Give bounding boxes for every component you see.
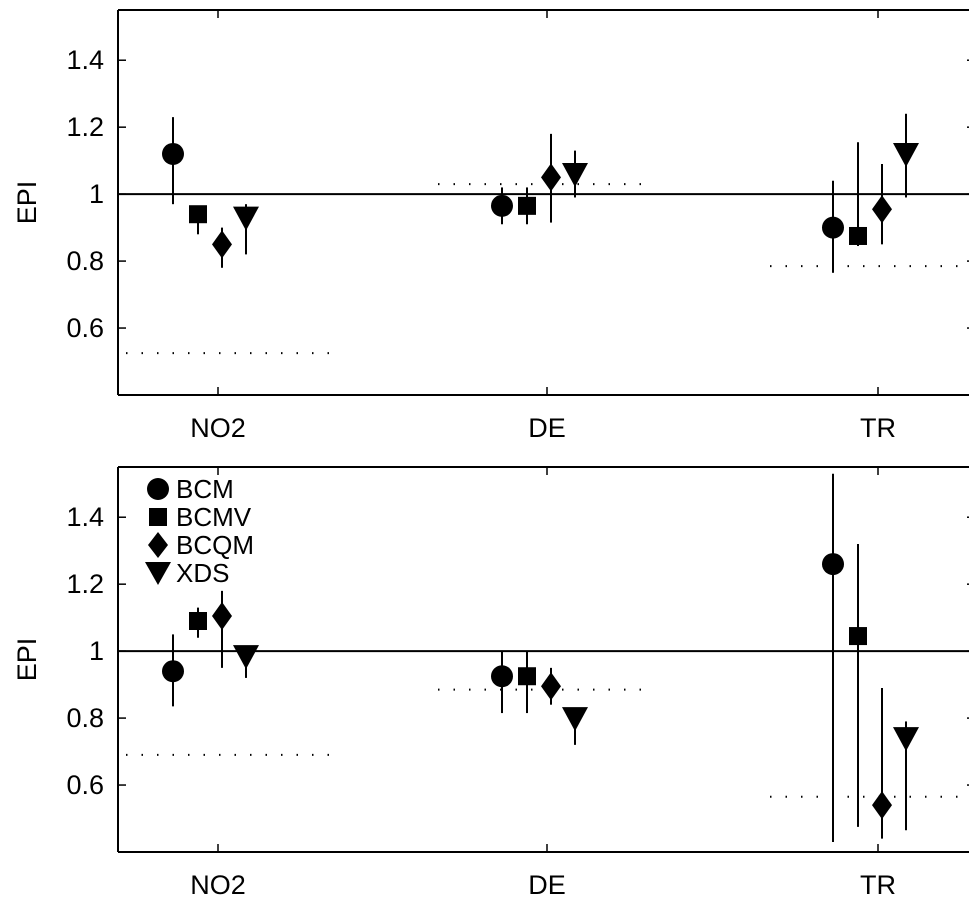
y-tick-label: 1.2 [66,569,104,599]
point-bcmv-tr [849,627,867,646]
point-xds-tr [893,727,919,752]
point-bcmv-no2 [189,612,207,630]
point-bcmv-no2 [189,205,207,224]
y-tick-label: 0.8 [66,703,104,733]
x-tick-label: NO2 [190,870,246,900]
y-tick-label: 1 [89,179,104,209]
point-xds-de [562,163,588,188]
point-bcqm-tr [872,195,892,224]
legend-label-bcm: BCM [176,474,234,504]
y-tick-label: 0.6 [66,313,104,343]
point-bcm-tr [822,216,844,239]
point-bcm-no2 [162,660,184,683]
y-tick-label: 1 [89,636,104,666]
point-bcqm-no2 [212,601,232,630]
legend-marker-bcm [147,478,169,500]
x-tick-label: NO2 [190,413,246,443]
legend-label-xds: XDS [176,558,229,588]
legend-label-bcmv: BCMV [176,502,252,532]
point-xds-no2 [233,645,259,670]
point-bcmv-tr [849,226,867,245]
legend-marker-xds [145,562,171,585]
point-bcm-de [491,665,513,688]
y-tick-label: 0.6 [66,770,104,800]
point-bcqm-no2 [212,230,232,259]
point-xds-no2 [233,206,259,231]
y-tick-label: 1.4 [66,45,104,75]
point-bcm-no2 [162,142,184,165]
point-bcm-de [491,194,513,217]
legend-marker-bcmv [149,508,167,526]
point-bcmv-de [518,196,536,215]
x-tick-label: DE [528,413,566,443]
x-tick-label: TR [860,870,896,900]
y-tick-label: 0.8 [66,246,104,276]
point-bcqm-de [541,672,561,701]
x-tick-label: DE [528,870,566,900]
legend-marker-bcqm [148,532,168,558]
point-xds-de [562,707,588,732]
y-axis-label: EPI [12,638,42,682]
panel-1: 0.6 0.8 1 1.2 1.4 EPI NO2 DE TR [12,9,969,443]
point-bcqm-de [541,163,561,192]
point-xds-tr [893,142,919,167]
x-tick-label: TR [860,413,896,443]
point-bcm-tr [822,553,844,576]
y-axis-label: EPI [12,181,42,225]
y-tick-label: 1.2 [66,112,104,142]
legend-label-bcqm: BCQM [176,530,254,560]
point-bcmv-de [518,667,536,686]
y-tick-label: 1.4 [66,502,104,532]
point-bcqm-tr [872,791,892,820]
